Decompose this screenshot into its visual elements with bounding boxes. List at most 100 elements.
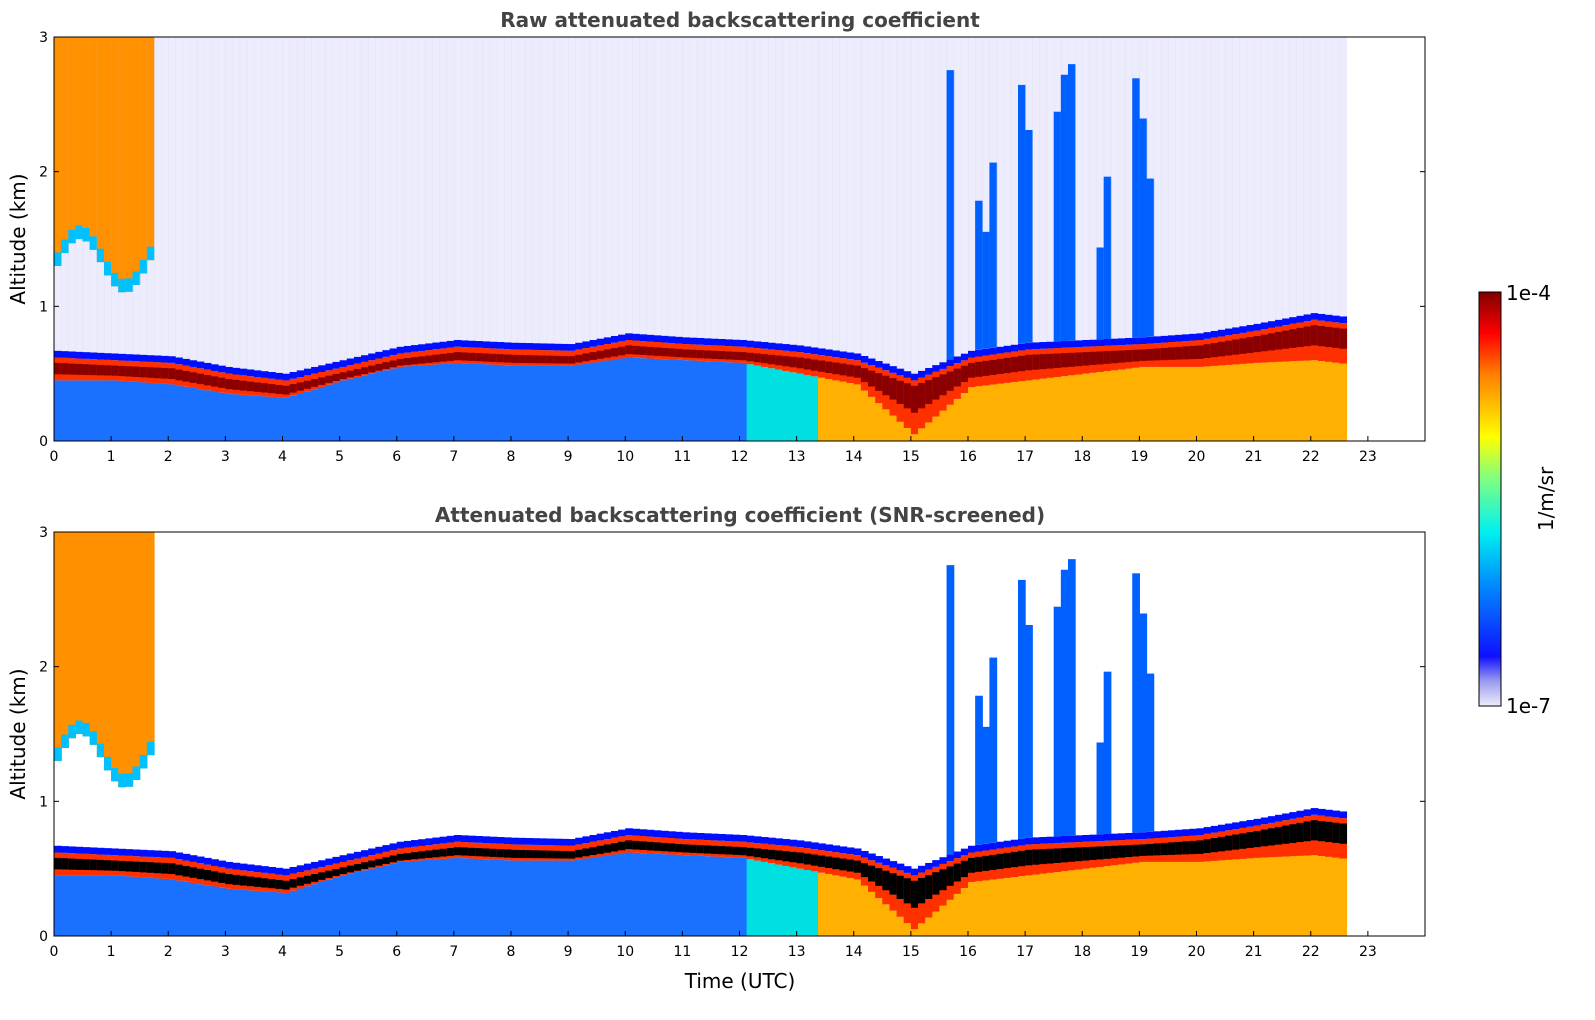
heatmap-cell-core (1089, 846, 1098, 860)
heatmap-cell-core (432, 354, 441, 363)
heatmap-cell-boundary (175, 880, 184, 936)
heatmap-cell-cloud-edge (75, 225, 84, 240)
heatmap-cell-core (1196, 345, 1205, 359)
heatmap-cell-noise (818, 37, 826, 349)
heatmap-cell-core (903, 383, 912, 409)
heatmap-cell-core (1275, 826, 1283, 845)
heatmap-cell-edge (760, 837, 769, 844)
heatmap-cell-boundary (425, 859, 434, 936)
heatmap-cell-core (1060, 848, 1069, 863)
heatmap-cell-core (610, 843, 619, 852)
heatmap-cell-edge (1296, 810, 1305, 818)
heatmap-cell-core (918, 382, 926, 409)
heatmap-cell-edge (303, 368, 312, 376)
heatmap-cell-core (653, 842, 662, 851)
heatmap-cell-edge (225, 861, 234, 869)
heatmap-cell-noise (1325, 37, 1333, 315)
heatmap-cell-edge (810, 347, 819, 355)
x-tick-label: 7 (449, 449, 458, 465)
heatmap-cell-boundary (925, 917, 933, 936)
heatmap-cell-core (825, 361, 833, 373)
heatmap-cell-boundary (1289, 856, 1298, 936)
heatmap-cell-edge (82, 352, 91, 359)
heatmap-cell-edge (853, 353, 862, 361)
heatmap-cell-noise (196, 37, 205, 362)
heatmap-cell-edge (1010, 344, 1019, 352)
heatmap-cell-core (1096, 846, 1105, 860)
heatmap-cell-core (418, 356, 426, 364)
heatmap-cell-boundary (1075, 374, 1083, 441)
heatmap-cell-edge (439, 836, 448, 844)
heatmap-cell-edge (282, 373, 291, 381)
heatmap-cell-boundary (118, 875, 127, 936)
heatmap-cell-core (546, 355, 555, 364)
heatmap-cell-edge (575, 342, 584, 350)
heatmap-cell-core (61, 858, 69, 870)
heatmap-cell-core (618, 346, 626, 356)
heatmap-cell-edge (632, 333, 641, 341)
heatmap-cell-edge (111, 353, 119, 361)
heatmap-cell-edge (368, 353, 376, 361)
heatmap-cell-core (103, 860, 112, 871)
heatmap-cell-edge (960, 848, 969, 856)
heatmap-cell-boundary (546, 365, 555, 441)
heatmap-cell-edge (389, 348, 398, 356)
heatmap-cell-noise (982, 37, 991, 349)
heatmap-cell-boundary (396, 366, 405, 441)
heatmap-cell-boundary (1125, 863, 1133, 936)
heatmap-cell-core (739, 352, 748, 361)
heatmap-cell-core (261, 383, 269, 393)
heatmap-cell-edge (1039, 837, 1048, 844)
heatmap-cell-core (675, 348, 683, 358)
heatmap-cell-boundary (1282, 856, 1290, 936)
heatmap-cell-core (332, 869, 341, 876)
heatmap-cell-edge (1239, 821, 1248, 828)
panel-screened-title: Attenuated backscattering coefficient (S… (435, 503, 1045, 527)
heatmap-cell-plume (1025, 624, 1033, 838)
heatmap-cell-edge (968, 350, 976, 358)
heatmap-cell-boundary (825, 379, 833, 441)
heatmap-cell-edge (853, 848, 862, 856)
heatmap-cell-edge (1275, 814, 1283, 822)
heatmap-cell-core (1003, 357, 1012, 374)
heatmap-cell-boundary (1182, 366, 1190, 441)
heatmap-cell-core (518, 354, 526, 363)
heatmap-cell-core (89, 859, 98, 871)
heatmap-cell-plume (1132, 78, 1140, 338)
heatmap-cell-core (461, 847, 469, 856)
heatmap-cell-edge (539, 343, 548, 351)
heatmap-cell-edge (1153, 336, 1162, 344)
x-tick-label: 4 (278, 944, 287, 960)
heatmap-cell-core (411, 357, 419, 365)
heatmap-cell-boundary (568, 365, 576, 441)
heatmap-cell-edge (1125, 337, 1133, 345)
heatmap-cell-edge (610, 830, 619, 838)
heatmap-cell-boundary (968, 387, 976, 441)
heatmap-cell-plume (1096, 742, 1105, 835)
heatmap-cell-edge (968, 845, 976, 853)
heatmap-cell-edge (168, 851, 176, 858)
heatmap-cell-edge (1332, 810, 1340, 818)
heatmap-cell-edge (818, 843, 826, 851)
heatmap-cell-cloud (68, 532, 77, 739)
heatmap-cell-plume (989, 657, 998, 843)
heatmap-cell-plume (1139, 118, 1148, 338)
heatmap-cell-core (710, 350, 719, 359)
heatmap-cell-boundary (903, 923, 912, 936)
heatmap-cell-edge (1117, 833, 1126, 841)
heatmap-cell-noise (203, 37, 212, 363)
heatmap-cell-core (1139, 349, 1148, 361)
heatmap-cell-cloud-edge (61, 239, 69, 254)
heatmap-cell-edge (789, 839, 798, 847)
heatmap-cell-edge (211, 364, 219, 371)
heatmap-cell-core (725, 846, 733, 855)
heatmap-cell-boundary (361, 870, 369, 936)
heatmap-cell-edge (1060, 836, 1069, 843)
heatmap-cell-edge (918, 865, 926, 873)
heatmap-cell-boundary (853, 384, 862, 441)
heatmap-cell-noise (839, 37, 848, 352)
heatmap-cell-core (1046, 848, 1055, 864)
heatmap-cell-edge (703, 833, 712, 841)
heatmap-cell-noise (368, 37, 376, 354)
heatmap-cell-core (475, 848, 484, 857)
